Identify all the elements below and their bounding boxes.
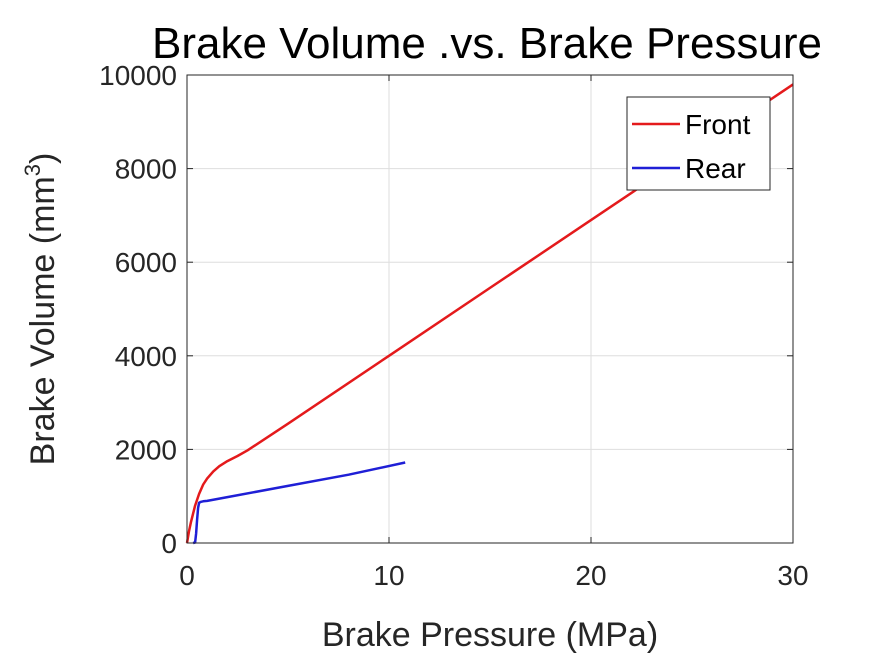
y-axis-label: Brake Volume (mm3) (20, 153, 62, 466)
y-axis-label-close: ) (24, 153, 62, 164)
plot-series (185, 83, 794, 545)
y-tick-label: 0 (161, 528, 177, 559)
legend-box (626, 96, 771, 191)
y-tick-label: 6000 (115, 247, 177, 278)
y-tick-label: 4000 (115, 341, 177, 372)
y-axis-label-main: Brake Volume (mm (24, 176, 62, 465)
axis-ticks: 0 10 20 30 0 2000 4000 6000 8000 10000 (99, 60, 808, 591)
series-line-front (185, 83, 794, 544)
y-tick-label: 2000 (115, 434, 177, 465)
x-axis-label: Brake Pressure (MPa) (322, 616, 658, 654)
series-line-rear (192, 461, 406, 545)
legend-label-rear: Rear (685, 153, 746, 184)
x-tick-label: 0 (179, 560, 195, 591)
x-tick-label: 30 (777, 560, 808, 591)
y-axis-label-superscript: 3 (20, 164, 45, 176)
axes-box (186, 74, 794, 544)
y-tick-label: 8000 (115, 154, 177, 185)
legend-label-front: Front (685, 109, 751, 140)
y-tick-label: 10000 (99, 60, 177, 91)
chart-title: Brake Volume .vs. Brake Pressure (152, 19, 822, 68)
x-tick-label: 20 (575, 560, 606, 591)
legend: Front Rear (626, 96, 771, 191)
x-tick-label: 10 (373, 560, 404, 591)
